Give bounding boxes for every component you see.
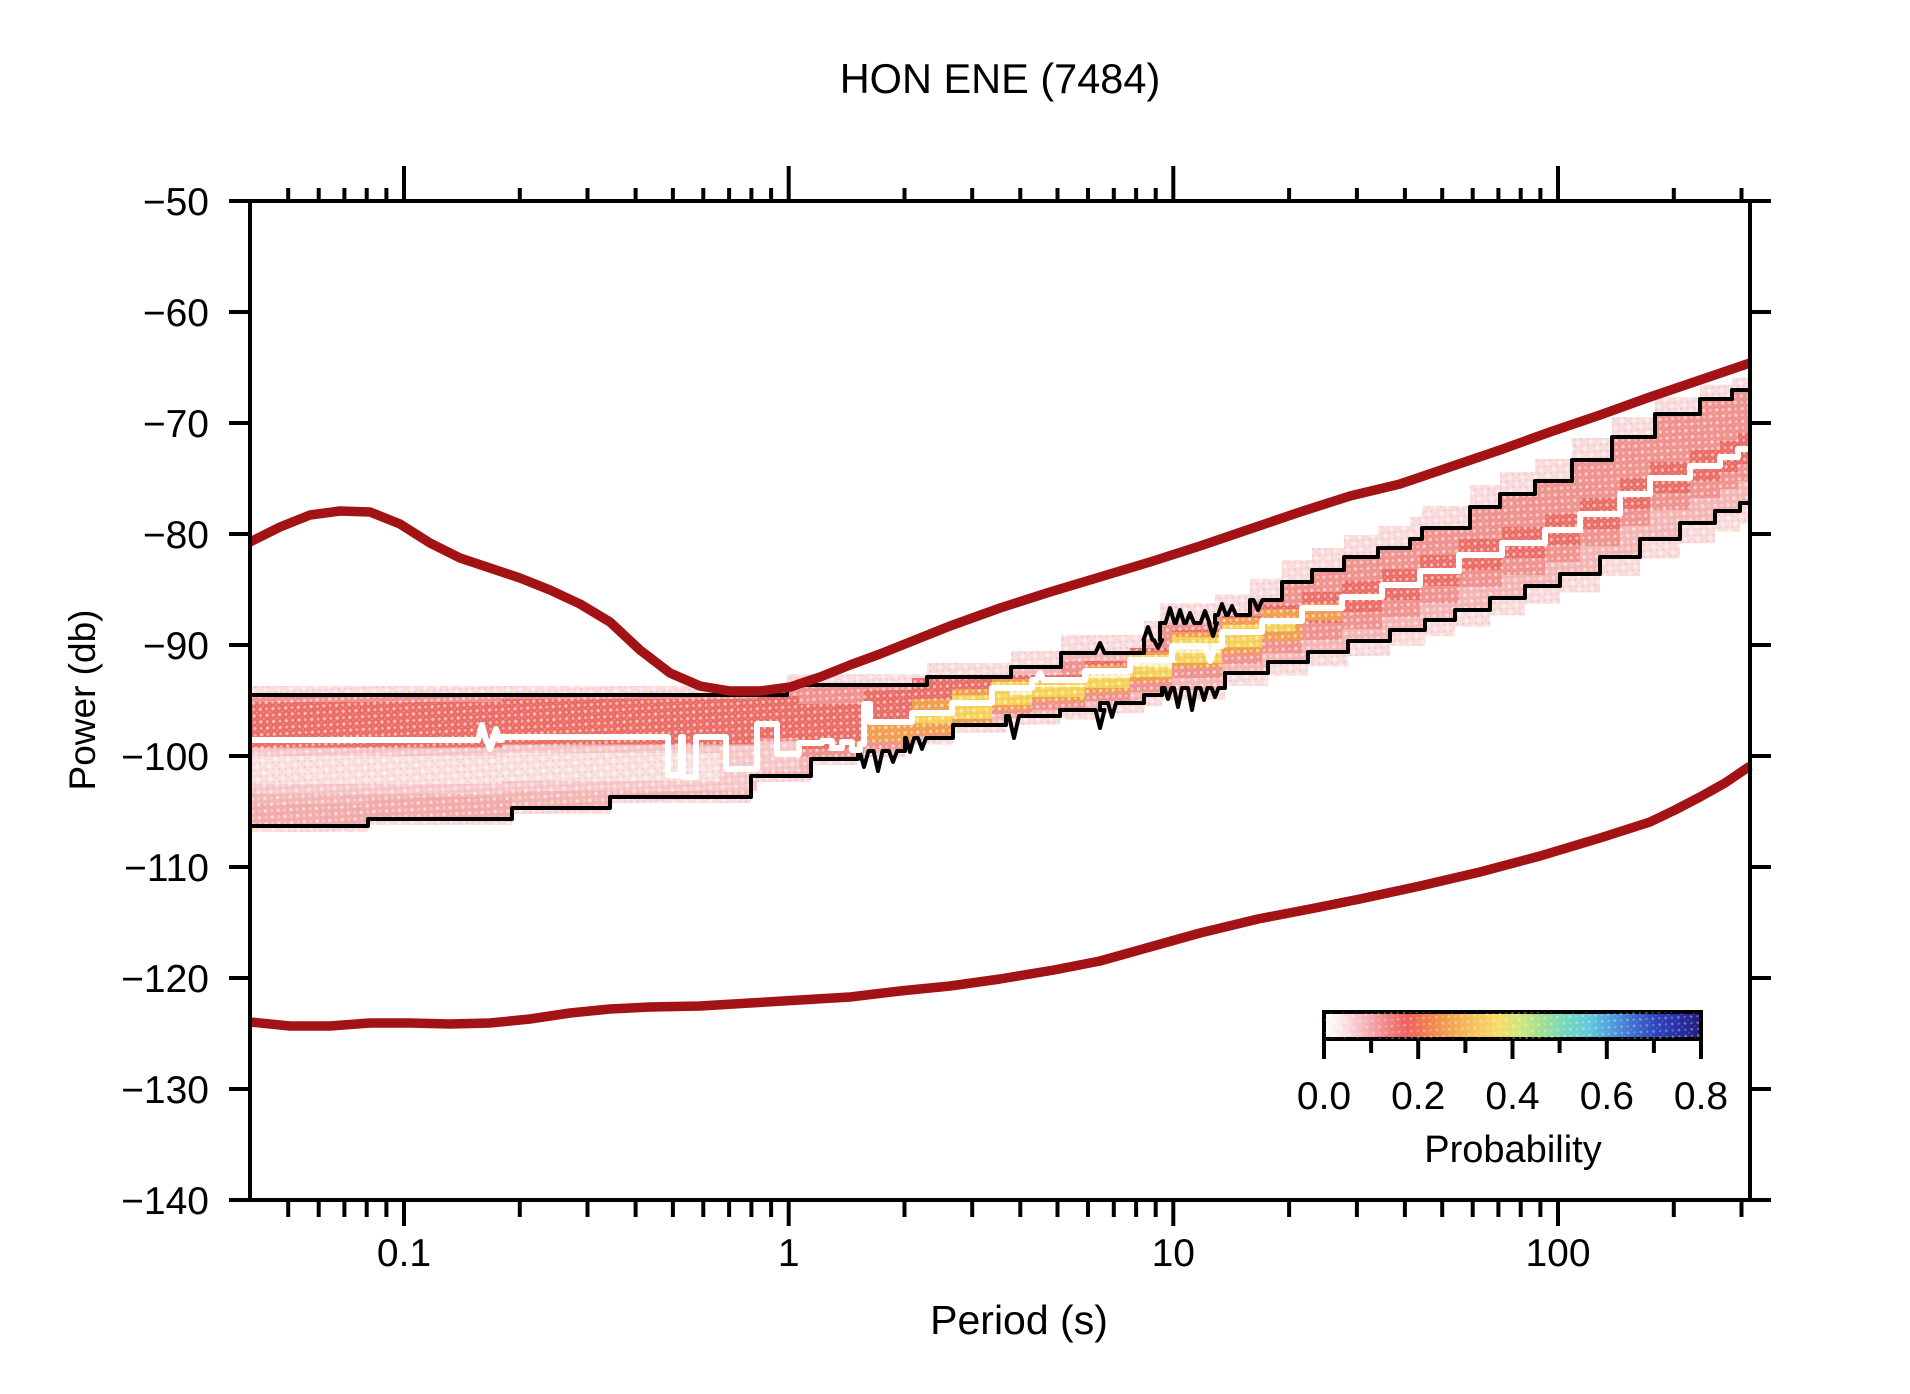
svg-text:−70: −70 <box>143 403 209 446</box>
svg-text:0.8: 0.8 <box>1674 1075 1728 1118</box>
svg-text:−90: −90 <box>143 625 209 668</box>
svg-text:Probability: Probability <box>1424 1129 1601 1171</box>
svg-text:−110: −110 <box>124 847 209 890</box>
svg-text:−100: −100 <box>121 736 209 779</box>
svg-text:0.4: 0.4 <box>1485 1075 1539 1118</box>
svg-text:1: 1 <box>778 1232 800 1275</box>
svg-text:0.0: 0.0 <box>1297 1075 1351 1118</box>
svg-text:Power (db): Power (db) <box>62 610 103 791</box>
svg-text:−60: −60 <box>143 292 209 335</box>
svg-text:HON ENE (7484): HON ENE (7484) <box>840 55 1161 102</box>
svg-text:Period (s): Period (s) <box>930 1297 1108 1343</box>
svg-text:−50: −50 <box>143 181 209 224</box>
svg-text:−130: −130 <box>121 1069 209 1112</box>
svg-text:−120: −120 <box>121 958 209 1001</box>
svg-text:100: 100 <box>1525 1232 1590 1275</box>
svg-text:0.2: 0.2 <box>1391 1075 1445 1118</box>
svg-text:0.6: 0.6 <box>1580 1075 1634 1118</box>
svg-text:−140: −140 <box>121 1180 209 1223</box>
svg-text:−80: −80 <box>143 514 209 557</box>
svg-text:10: 10 <box>1152 1232 1195 1275</box>
svg-text:0.1: 0.1 <box>377 1232 431 1275</box>
